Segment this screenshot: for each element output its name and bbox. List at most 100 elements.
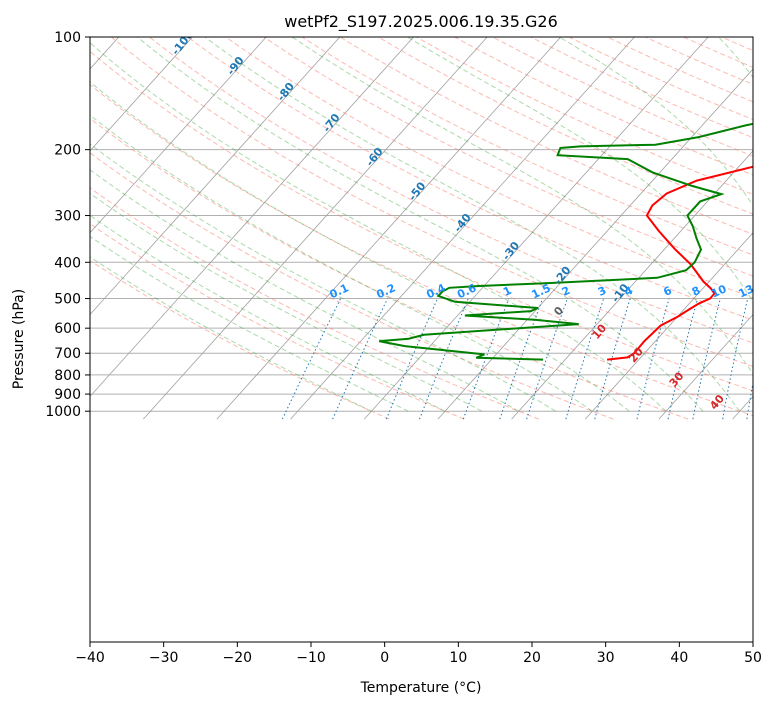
grid-layer: [90, 37, 753, 420]
moist-adiabat-line: [718, 37, 753, 79]
moist-adiabat-line: [90, 214, 446, 412]
isotherm-line: [437, 68, 753, 420]
moist-adiabat-label: 20: [626, 345, 646, 365]
isotherm-line: [364, 37, 709, 420]
isotherm-line: [90, 37, 267, 234]
mixing-ratio-line: [385, 298, 438, 420]
dry-adiabat-line: [339, 37, 753, 235]
dry-adiabat-line: [683, 37, 753, 68]
moist-adiabat-line: [204, 37, 741, 412]
x-tick-label: 50: [744, 650, 762, 666]
x-tick-label: 30: [597, 650, 615, 666]
isotherm-line: [732, 395, 753, 420]
moist-adiabat-label: 0: [551, 304, 566, 318]
isotherm-line: [90, 37, 414, 398]
data-layer: [378, 122, 753, 361]
moist-adiabat-label: 40: [707, 392, 727, 412]
x-tick-label: −10: [296, 650, 326, 666]
moist-adiabat-line: [559, 37, 753, 207]
x-tick-label: 20: [523, 650, 541, 666]
isotherm-line: [585, 232, 753, 420]
y-tick-label: 400: [54, 255, 81, 271]
moist-adiabat-line: [407, 37, 753, 303]
y-tick-label: 300: [54, 209, 81, 225]
mixing-ratio-line: [746, 379, 753, 420]
dry-adiabat-line: [187, 37, 753, 321]
moist-adiabat-line: [90, 114, 593, 412]
dry-adiabat-line: [90, 259, 390, 420]
y-tick-label: 900: [54, 387, 81, 403]
mixing-ratio-line: [667, 298, 699, 420]
moist-adiabat-line: [90, 256, 372, 412]
y-tick-label: 1000: [45, 404, 81, 420]
mixing-ratio-line: [419, 298, 469, 420]
dry-adiabat-line: [90, 223, 465, 420]
isotherm-line: [658, 313, 753, 420]
dry-adiabat-line: [378, 37, 753, 215]
moist-adiabat-line: [90, 143, 556, 412]
moist-adiabat-line: [90, 169, 519, 412]
axis-layer: −40 −30 −20 −10 0 10 20 30 40 5010020030040050060…: [45, 30, 762, 666]
dry-adiabat-line: [530, 37, 753, 139]
dry-adiabat-label: -50: [406, 179, 429, 203]
mixing-ratio-label: 3: [596, 284, 608, 299]
y-tick-label: 800: [54, 368, 81, 384]
mixing-ratio-label: 16: [759, 282, 775, 300]
moist-adiabat-line: [291, 37, 753, 375]
moist-adiabat-line: [90, 235, 409, 412]
y-tick-label: 100: [54, 30, 81, 46]
moist-adiabat-line: [90, 42, 667, 412]
isotherm-line: [90, 37, 341, 316]
isotherm-line: [216, 37, 562, 420]
y-tick-label: 200: [54, 143, 81, 159]
dry-adiabat-label: -30: [500, 239, 523, 263]
y-tick-label: 700: [54, 346, 81, 362]
dry-adiabat-label: -70: [320, 111, 343, 135]
dry-adiabat-line: [90, 152, 614, 420]
x-tick-label: 40: [670, 650, 688, 666]
dry-adiabat-line: [149, 37, 753, 344]
x-tick-label: 10: [449, 650, 467, 666]
dry-adiabat-line: [90, 117, 689, 420]
y-tick-label: 600: [54, 321, 81, 337]
annotation-layer: -100-90-80-70-60-50-40-30-20-100.1 0.2 0.4…: [169, 28, 775, 412]
dry-adiabat-label: -60: [363, 145, 386, 169]
isotherm-line: [90, 37, 193, 152]
mixing-ratio-line: [636, 298, 670, 420]
moist-adiabat-line: [136, 37, 704, 412]
moist-adiabat-line: [90, 192, 483, 412]
plot-frame: [89, 36, 754, 643]
dry-adiabat-line: [90, 187, 539, 420]
y-axis-title: Pressure (hPa): [11, 289, 27, 389]
x-tick-label: −30: [149, 650, 179, 666]
x-tick-label: −20: [223, 650, 253, 666]
dry-adiabat-line: [263, 37, 753, 277]
dry-adiabat-line: [454, 37, 753, 176]
dry-adiabat-label: -100: [169, 28, 196, 58]
mixing-ratio-label: 2: [560, 284, 572, 299]
dry-adiabat-label: -40: [451, 211, 474, 235]
mixing-ratio-line: [594, 298, 631, 420]
mixing-ratio-label: 1: [501, 284, 513, 299]
dry-adiabat-label: -90: [224, 54, 247, 78]
x-tick-label: −40: [75, 650, 105, 666]
mixing-ratio-line: [499, 298, 544, 420]
moist-adiabat-line: [90, 81, 630, 412]
dry-adiabat-line: [721, 37, 753, 52]
mixing-ratio-label: 6: [661, 284, 674, 299]
mixing-ratio-line: [565, 298, 605, 420]
x-tick-label: 0: [380, 650, 389, 666]
dry-adiabat-line: [225, 37, 753, 299]
isotherm-line: [290, 37, 635, 420]
isotherm-line: [143, 37, 488, 420]
dry-adiabat-line: [301, 37, 753, 256]
mixing-ratio-line: [332, 298, 388, 420]
mixing-ratio-label: 10: [709, 282, 729, 300]
mixing-ratio-line: [462, 298, 510, 420]
mixing-ratio-label: 13: [737, 282, 756, 300]
dry-adiabat-label: -80: [275, 80, 298, 104]
dry-adiabat-line: [110, 37, 753, 368]
x-axis-title: Temperature (°C): [360, 680, 482, 696]
mixing-ratio-line: [281, 298, 342, 420]
